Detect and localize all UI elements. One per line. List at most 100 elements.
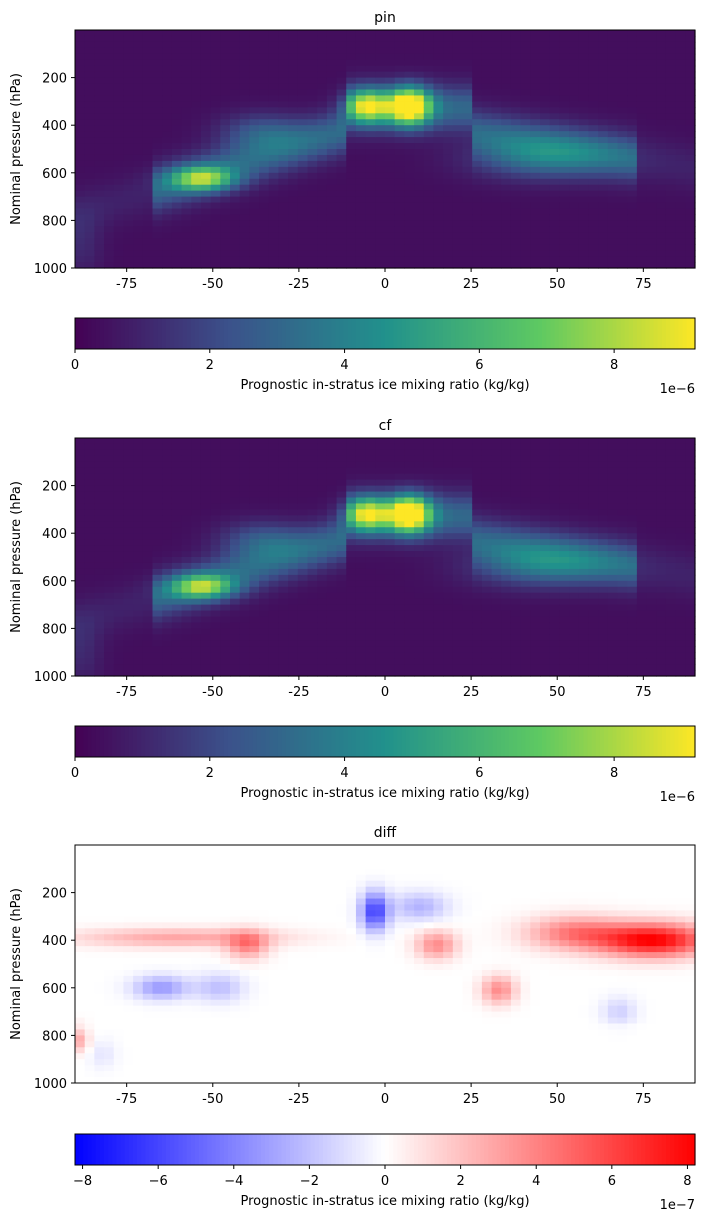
heatmap-cell: [346, 449, 357, 457]
heatmap-cell: [162, 113, 173, 120]
heatmap-cell: [123, 47, 134, 55]
heatmap-cell: [501, 196, 512, 204]
heatmap-cell: [588, 622, 599, 629]
heatmap-cell: [152, 580, 163, 588]
heatmap-cell: [443, 71, 454, 79]
heatmap-cell: [559, 622, 570, 629]
heatmap-cell: [607, 214, 619, 221]
heatmap-cell: [646, 53, 657, 61]
heatmap-cell: [559, 77, 570, 85]
heatmap-cell: [123, 598, 134, 606]
heatmap-cell: [355, 479, 367, 487]
heatmap-cell: [491, 65, 502, 73]
heatmap-cell: [123, 184, 134, 192]
heatmap-cell: [191, 238, 202, 245]
heatmap-cell: [501, 539, 512, 546]
heatmap-cell: [249, 521, 260, 528]
heatmap-cell: [220, 89, 231, 97]
heatmap-cell: [94, 491, 105, 499]
heatmap-cell: [540, 533, 551, 540]
heatmap-cell: [540, 107, 551, 114]
colorbar-frame: [74, 317, 696, 350]
heatmap-cell: [113, 35, 125, 43]
heatmap-cell: [104, 244, 115, 251]
heatmap-cell: [142, 503, 154, 510]
heatmap-cell: [75, 77, 86, 85]
heatmap-cell: [346, 509, 357, 516]
heatmap-cell: [278, 95, 289, 102]
heatmap-cell: [326, 119, 338, 126]
heatmap-cell: [646, 41, 657, 49]
heatmap-cell: [598, 250, 609, 257]
heatmap-cell: [501, 574, 512, 582]
heatmap-cell: [559, 119, 570, 126]
heatmap-cell: [171, 172, 183, 180]
heatmap-cell: [569, 461, 580, 469]
heatmap-cell: [472, 586, 483, 594]
heatmap-cell: [491, 137, 502, 144]
heatmap-cell: [423, 491, 435, 499]
heatmap-cell: [627, 53, 638, 61]
heatmap-cell: [75, 226, 86, 233]
heatmap-cell: [588, 574, 599, 582]
heatmap-cell: [607, 137, 619, 144]
heatmap-cell: [481, 443, 493, 451]
heatmap-cell: [462, 166, 473, 174]
heatmap-cell: [627, 190, 638, 198]
heatmap-cell: [394, 628, 405, 635]
heatmap-cell: [133, 461, 144, 469]
heatmap-cell: [491, 101, 502, 108]
heatmap-cell: [259, 527, 270, 534]
heatmap-cell: [414, 232, 425, 239]
heatmap-cell: [239, 131, 250, 138]
heatmap-cell: [123, 497, 134, 505]
heatmap-cell: [268, 125, 280, 132]
heatmap-cell: [394, 574, 405, 582]
heatmap-cell: [123, 77, 134, 85]
heatmap-cell: [627, 47, 638, 55]
heatmap-cell: [288, 640, 299, 647]
heatmap-cell: [375, 59, 386, 67]
heatmap-cell: [481, 438, 493, 445]
heatmap-cell: [191, 562, 202, 570]
heatmap-cell: [249, 467, 260, 475]
heatmap-cell: [181, 262, 192, 269]
heatmap-cell: [433, 160, 444, 168]
heatmap-cell: [665, 166, 677, 174]
heatmap-cell: [443, 202, 454, 210]
heatmap-cell: [510, 664, 522, 671]
heatmap-cell: [259, 250, 270, 257]
colorbar-swatch: [207, 318, 212, 349]
heatmap-cell: [549, 149, 560, 156]
heatmap-cell: [433, 149, 444, 156]
heatmap-cell: [133, 238, 144, 245]
heatmap-cell: [472, 533, 483, 540]
heatmap-cell: [559, 113, 570, 120]
heatmap-cell: [181, 539, 192, 546]
heatmap-cell: [530, 634, 541, 641]
heatmap-cell: [104, 214, 115, 221]
heatmap-cell: [375, 125, 386, 132]
colorbar-swatch: [124, 318, 130, 349]
heatmap-cell: [569, 160, 580, 168]
heatmap-cell: [317, 557, 328, 564]
heatmap-cell: [636, 256, 648, 263]
colorbar-swatch: [170, 318, 175, 349]
heatmap-cell: [462, 485, 473, 493]
heatmap-cell: [171, 244, 183, 251]
colorbar-swatch: [521, 318, 527, 349]
heatmap-cell: [288, 65, 299, 73]
heatmap-cell: [627, 244, 638, 251]
heatmap-cell: [443, 131, 454, 138]
heatmap-cell: [75, 479, 86, 487]
heatmap-cell: [230, 640, 241, 647]
heatmap-cell: [462, 256, 473, 263]
heatmap-cell: [210, 574, 221, 582]
heatmap-cell: [365, 527, 376, 534]
heatmap-cell: [423, 71, 435, 79]
heatmap-cell: [491, 262, 502, 269]
heatmap-cell: [336, 71, 347, 79]
heatmap-cell: [142, 220, 154, 227]
heatmap-cell: [510, 166, 522, 174]
heatmap-cell: [472, 65, 483, 73]
